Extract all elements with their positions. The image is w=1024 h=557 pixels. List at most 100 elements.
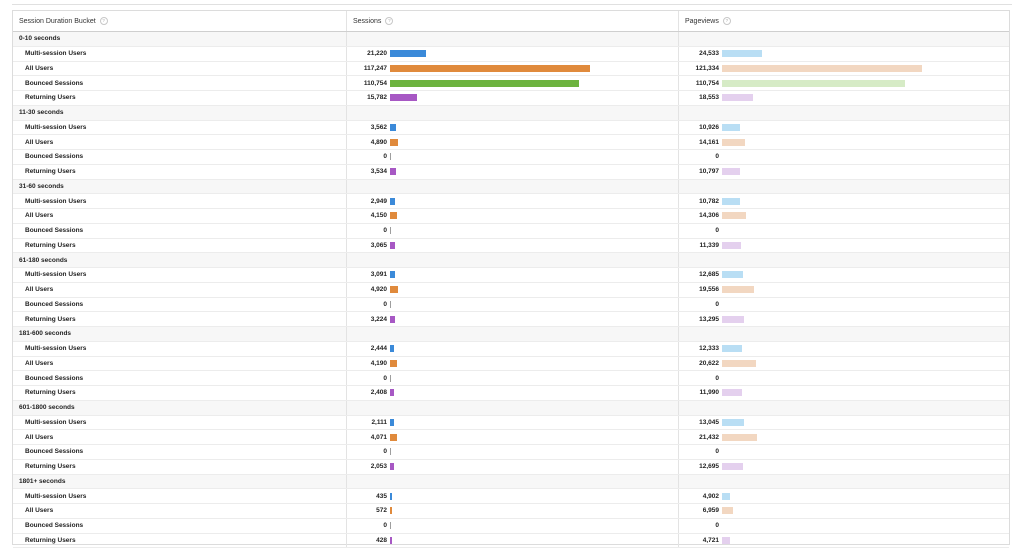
sessions-value: 4,150	[370, 212, 387, 220]
pageviews-value: 6,959	[702, 507, 719, 515]
segment-label: All Users	[25, 212, 54, 220]
table-row[interactable]: Multi-session Users 2,111 13,045	[13, 415, 1009, 431]
table-row[interactable]: Multi-session Users 2,949 10,782	[13, 194, 1009, 209]
sessions-bar	[390, 492, 392, 500]
table-row[interactable]: Returning Users 3,534 10,797	[13, 164, 1009, 180]
table-row[interactable]: Multi-session Users 3,091 12,685	[13, 268, 1009, 283]
table-row[interactable]: Bounced Sessions 0 0	[13, 150, 1009, 165]
table-row[interactable]: Bounced Sessions 110,754 110,754	[13, 76, 1009, 91]
segment-label: Bounced Sessions	[25, 153, 84, 161]
table-row[interactable]: Multi-session Users 3,562 10,926	[13, 120, 1009, 136]
table-row[interactable]: Multi-session Users 21,220 24,533	[13, 46, 1009, 62]
sessions-value: 0	[383, 522, 387, 530]
pageviews-bar	[722, 271, 743, 279]
group-row: 11-30 seconds	[13, 105, 1009, 121]
pageviews-bar	[722, 359, 756, 367]
table-row[interactable]: Bounced Sessions 0 0	[13, 297, 1009, 313]
table-row[interactable]: All Users 4,190 20,622	[13, 356, 1009, 372]
sessions-value: 110,754	[363, 79, 387, 87]
pageviews-bar	[722, 389, 742, 397]
sessions-bar	[390, 153, 391, 161]
group-label: 181-600 seconds	[19, 330, 72, 338]
sessions-bar	[390, 64, 590, 72]
pageviews-value: 12,333	[699, 345, 719, 353]
pageviews-value: 0	[715, 227, 719, 235]
table-row[interactable]: All Users 117,247 121,334	[13, 61, 1009, 77]
sessions-value: 0	[383, 153, 387, 161]
column-header-pageviews[interactable]: Pageviews ?	[679, 11, 1009, 31]
group-label: 601-1800 seconds	[19, 404, 75, 412]
table-row[interactable]: Returning Users 2,053 12,695	[13, 459, 1009, 475]
segment-label: Returning Users	[25, 463, 76, 471]
help-icon[interactable]: ?	[722, 17, 731, 25]
table-row[interactable]: All Users 4,920 19,556	[13, 282, 1009, 298]
sessions-bar	[390, 359, 398, 367]
segment-label: Bounced Sessions	[25, 522, 84, 530]
table-row[interactable]: Returning Users 15,782 18,553	[13, 91, 1009, 106]
sessions-value: 4,190	[370, 359, 387, 367]
sessions-bar	[390, 300, 391, 308]
pageviews-value: 20,622	[699, 359, 719, 367]
sessions-value: 435	[376, 492, 387, 500]
help-icon[interactable]: ?	[99, 17, 108, 25]
sessions-value: 3,091	[370, 271, 387, 279]
sessions-bar	[390, 374, 391, 382]
table-row[interactable]: Bounced Sessions 0 0	[13, 371, 1009, 386]
sessions-value: 2,111	[371, 418, 387, 426]
table-row[interactable]: Multi-session Users 2,444 12,333	[13, 341, 1009, 357]
pageviews-value: 0	[715, 448, 719, 456]
table-row[interactable]: Multi-session Users 435 4,902	[13, 489, 1009, 504]
segment-label: Returning Users	[25, 241, 76, 249]
table-row[interactable]: Returning Users 428 4,721	[13, 533, 1009, 549]
column-header-bucket[interactable]: Session Duration Bucket ?	[13, 11, 347, 31]
segment-label: Bounced Sessions	[25, 227, 84, 235]
pageviews-bar	[722, 536, 730, 544]
pageviews-bar	[722, 286, 755, 294]
group-label: 1801+ seconds	[19, 477, 66, 485]
sessions-value: 0	[383, 374, 387, 382]
pageviews-value: 21,432	[699, 433, 719, 441]
pageviews-bar	[722, 168, 740, 176]
pageviews-value: 12,695	[699, 463, 719, 471]
pageviews-bar	[722, 50, 763, 58]
sessions-bar	[390, 345, 395, 353]
pageviews-bar	[722, 212, 746, 220]
sessions-bar	[390, 94, 417, 102]
table-row[interactable]: Bounced Sessions 0 0	[13, 518, 1009, 534]
sessions-bar	[390, 212, 398, 220]
pageviews-value: 14,306	[699, 212, 719, 220]
group-label: 11-30 seconds	[19, 109, 64, 117]
segment-label: All Users	[25, 138, 54, 146]
sessions-bar	[390, 79, 579, 87]
pageviews-bar	[722, 94, 753, 102]
table-row[interactable]: All Users 572 6,959	[13, 504, 1009, 519]
sessions-value: 2,408	[370, 389, 387, 397]
segment-label: Multi-session Users	[25, 418, 87, 426]
help-icon[interactable]: ?	[385, 17, 394, 25]
sessions-bar	[390, 123, 397, 131]
pageviews-bar	[722, 315, 744, 323]
sessions-bar	[390, 522, 391, 530]
pageviews-value: 11,339	[699, 241, 719, 249]
sessions-bar	[390, 418, 394, 426]
table-row[interactable]: All Users 4,150 14,306	[13, 209, 1009, 224]
table-row[interactable]: Returning Users 2,408 11,990	[13, 386, 1009, 401]
column-header-sessions[interactable]: Sessions ?	[347, 11, 679, 31]
pageviews-value: 10,782	[699, 197, 719, 205]
table-row[interactable]: Returning Users 3,224 13,295	[13, 312, 1009, 327]
sessions-value: 2,949	[370, 197, 387, 205]
sessions-value: 3,224	[370, 315, 387, 323]
pageviews-bar	[722, 345, 743, 353]
top-divider	[12, 4, 1012, 5]
sessions-value: 2,444	[370, 345, 387, 353]
pageviews-bar	[722, 79, 905, 87]
table-row[interactable]: Bounced Sessions 0 0	[13, 445, 1009, 460]
pageviews-value: 0	[715, 300, 719, 308]
table-row[interactable]: Returning Users 3,065 11,339	[13, 238, 1009, 254]
pageviews-value: 12,685	[699, 271, 719, 279]
table-row[interactable]: All Users 4,071 21,432	[13, 430, 1009, 445]
table-row[interactable]: All Users 4,890 14,161	[13, 135, 1009, 150]
table-header: Session Duration Bucket ? Sessions ? Pag…	[13, 11, 1009, 32]
table-row[interactable]: Bounced Sessions 0 0	[13, 223, 1009, 239]
sessions-bar	[390, 389, 395, 397]
